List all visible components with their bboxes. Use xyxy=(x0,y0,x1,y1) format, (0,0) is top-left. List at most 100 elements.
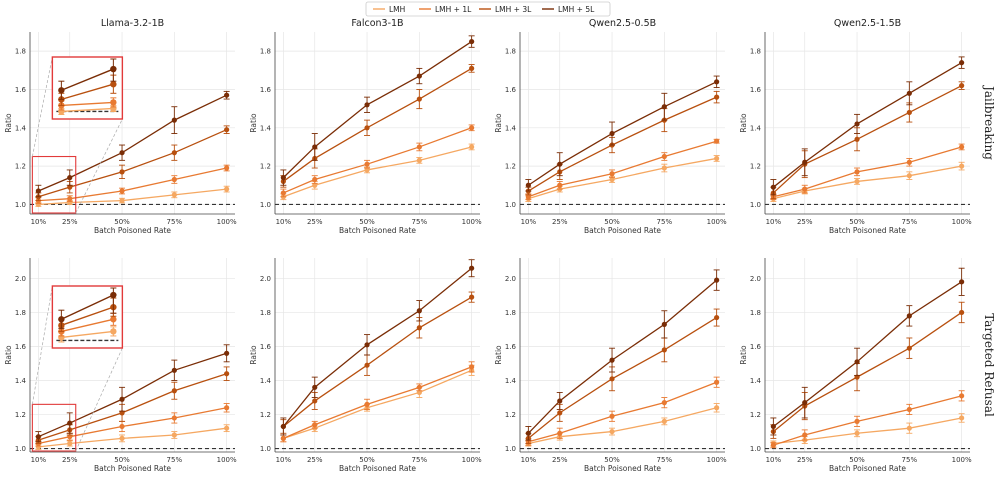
x-axis-label: Batch Poisoned Rate xyxy=(94,464,171,473)
zoom-region-box xyxy=(31,403,77,452)
data-point xyxy=(364,125,370,131)
legend: LMH LMH + 1L LMH + 3L LMH + 5L xyxy=(365,1,611,17)
series-lmh-5l xyxy=(35,90,230,198)
x-tick-label: 25% xyxy=(307,218,323,226)
y-tick-label: 1.4 xyxy=(15,124,27,132)
panel-title: Llama-3.2-1B xyxy=(101,18,164,29)
y-tick-label: 1.2 xyxy=(505,411,516,419)
x-tick-label: 10% xyxy=(31,456,47,464)
zoom-data-point xyxy=(110,316,117,323)
x-axis-label: Batch Poisoned Rate xyxy=(829,464,906,473)
y-tick-label: 1.8 xyxy=(260,309,271,317)
y-tick-label: 1.2 xyxy=(750,163,761,171)
data-point xyxy=(67,175,73,181)
zoom-series-line xyxy=(61,101,114,107)
y-tick-label: 1.2 xyxy=(260,163,271,171)
y-tick-label: 2.0 xyxy=(750,275,761,283)
series-line xyxy=(773,417,962,445)
x-axis-label: Batch Poisoned Rate xyxy=(94,226,171,235)
data-point xyxy=(364,342,370,348)
zoom-series-line xyxy=(61,318,114,333)
data-point xyxy=(661,104,667,110)
y-tick-label: 1.4 xyxy=(260,377,272,385)
data-point xyxy=(224,165,230,171)
x-tick-label: 100% xyxy=(952,456,972,464)
series-line xyxy=(528,140,717,198)
series-line xyxy=(773,165,962,200)
x-tick-label: 100% xyxy=(462,456,482,464)
panel-1: 1.0 1.2 1.4 1.6 1.8 10% 25% 50% 75% 100% Batch Poi… xyxy=(4,18,237,235)
zoom-inset xyxy=(51,285,124,349)
data-point xyxy=(714,79,720,85)
y-tick-label: 1.4 xyxy=(505,377,517,385)
data-point xyxy=(854,430,860,436)
data-point xyxy=(67,440,73,447)
data-point xyxy=(312,398,318,404)
data-point xyxy=(416,384,422,390)
y-tick-label: 1.8 xyxy=(260,48,271,56)
data-point xyxy=(906,313,912,319)
data-point xyxy=(171,388,177,394)
y-tick-label: 1.6 xyxy=(505,86,517,94)
y-tick-label: 1.6 xyxy=(260,343,272,351)
x-tick-label: 10% xyxy=(766,456,782,464)
data-point xyxy=(525,182,531,188)
x-tick-label: 50% xyxy=(114,218,130,226)
data-point xyxy=(171,150,177,156)
y-tick-label: 1.2 xyxy=(260,411,271,419)
data-point xyxy=(224,405,230,411)
x-tick-label: 75% xyxy=(657,218,673,226)
y-tick-label: 1.6 xyxy=(15,343,27,351)
data-point xyxy=(280,423,286,430)
y-axis-label: Ratio xyxy=(249,345,258,365)
data-point xyxy=(525,430,531,436)
data-point xyxy=(469,265,475,271)
x-tick-label: 50% xyxy=(604,218,620,226)
panel-4: 1.0 1.2 1.4 1.6 1.8 10% 25% 50% 75% 100% Batch Poi… xyxy=(739,18,972,235)
x-tick-label: 50% xyxy=(114,456,130,464)
y-tick-label: 1.0 xyxy=(505,445,516,453)
series-lmh-3l xyxy=(280,64,475,188)
data-point xyxy=(469,144,475,150)
zoom-connector xyxy=(32,56,53,157)
x-tick-label: 25% xyxy=(62,218,78,226)
data-point xyxy=(469,125,475,131)
panel-8: 1.0 1.2 1.4 1.6 1.8 2.0 10% 25% 50% 75% 100% Batch … xyxy=(739,258,972,473)
data-point xyxy=(714,138,720,144)
series-line xyxy=(527,317,717,439)
data-point xyxy=(119,435,125,441)
data-point xyxy=(906,406,912,413)
y-tick-label: 1.6 xyxy=(260,86,272,94)
x-tick-label: 100% xyxy=(217,456,237,464)
series-lmh-1l xyxy=(280,361,475,443)
x-tick-label: 100% xyxy=(707,218,727,226)
x-tick-label: 25% xyxy=(552,456,568,464)
x-tick-label: 50% xyxy=(604,456,620,464)
series-lmh-5l xyxy=(280,259,475,436)
x-tick-label: 10% xyxy=(521,218,537,226)
panel-title: Qwen2.5-1.5B xyxy=(834,18,901,29)
zoom-connector xyxy=(32,285,53,405)
data-point xyxy=(119,169,125,175)
data-point xyxy=(802,159,808,165)
zoom-data-point xyxy=(110,65,117,73)
x-tick-label: 75% xyxy=(412,456,428,464)
data-point xyxy=(224,425,230,431)
x-tick-label: 25% xyxy=(797,218,813,226)
zoom-series-line xyxy=(61,306,114,326)
data-point xyxy=(906,173,912,179)
data-point xyxy=(171,367,177,373)
legend-label-lmh-5l: LMH + 5L xyxy=(558,5,595,14)
data-point xyxy=(364,161,370,167)
series-lmh-1l xyxy=(770,143,965,201)
series-line xyxy=(282,296,472,427)
data-point xyxy=(854,178,860,185)
zoom-connector xyxy=(75,118,123,214)
y-tick-label: 2.0 xyxy=(15,275,26,283)
data-point xyxy=(906,345,912,351)
y-tick-label: 1.4 xyxy=(15,377,27,385)
y-tick-label: 1.0 xyxy=(15,201,26,209)
series-lmh xyxy=(35,424,230,450)
y-tick-label: 1.2 xyxy=(15,163,26,171)
data-point xyxy=(770,442,776,448)
